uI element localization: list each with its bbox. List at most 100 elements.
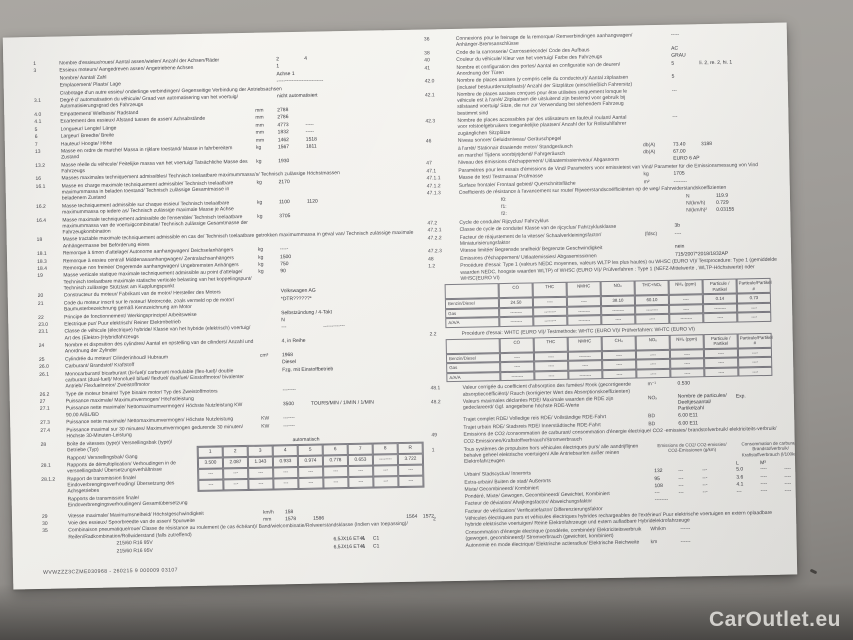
co2-emissions-header: Emissions de CO2/ CO2-emissies/ CO2-Emis… [657,441,728,454]
vin-print-code: WVWZZZ3CZME030968 - 260215 9 000009 0310… [42,567,179,576]
row-value-1: 1100 [278,198,290,206]
row-number: 4.1 [34,119,42,126]
gearbox-section: 28 Boîte de vitesses (type)/ Versnelling… [41,434,434,510]
row-value-2 [700,72,759,73]
row-number: 3.1 [33,98,42,105]
row-value-1: nein [674,243,685,251]
row-value-1: Volkswagen AG [280,287,316,295]
row-number [431,417,463,418]
row-unit [642,88,672,89]
row-value-1: 0.530 [677,380,691,387]
co2-unit-header [678,461,702,468]
co2-consumption-section: 1 Tous systèmes de propulsion hors véhic… [432,440,798,516]
row-unit [641,45,671,46]
row-number: 47.1.1 [426,175,441,182]
gear-column-header: 5 [297,444,323,457]
gear-table-body: 3.500 2.087 1.343 0.933 0.974 0.778 0.653 -----… [197,453,424,492]
row-unit: mm [255,122,264,129]
row-value-1: 3b [674,222,681,230]
row-number: 4.0 [34,111,42,118]
row-value-2 [701,169,760,170]
row-value-2 [700,112,759,113]
row-number: 41 [424,64,431,72]
emission-table-corner [444,283,499,300]
row-number: 47.1.2 [426,182,441,190]
row-value-2 [705,379,764,380]
row-number: 16.2 [35,203,46,210]
co2-unit-header [712,460,736,467]
row-value-2 [703,242,762,243]
row-value-1: Fzg. mit Einstoffbetrieb [282,365,334,373]
row-value-1: 1462 [277,136,289,143]
row-value-2: A C1 [361,542,380,550]
row-value-1: 0.03155 [716,207,735,214]
row-unit [643,156,673,157]
row-unit: kg [257,213,263,220]
row-value-2 [699,30,758,31]
gear-column-header: 8 [372,443,398,455]
row-number: 30 [42,520,48,527]
row-unit: Wh/km [650,525,666,532]
emission-column-header: NOₓ [635,334,670,351]
emission-column-header: Particule / Partikel [702,278,737,295]
emission-column-header: Particule / Partikel [703,333,738,349]
row-unit: BD [648,413,656,420]
row-unit: BD [648,420,656,428]
row-value-1: 1832 [277,129,289,136]
row-value-1: 2 [276,56,280,63]
emission-column-header: CH₄ [601,335,636,351]
row-value-2: 1120 [306,198,318,205]
row-unit: m⁻¹ [647,381,657,388]
fuel-consumption-header: Consommation de carburant/ Brandstofverb… [741,440,798,458]
row-number: 40 [424,57,430,64]
document-right-column: 36 Connexions pour le freinage de la rem… [424,30,798,551]
row-number: 42.3 [425,118,436,125]
row-value-1: 750 [280,261,289,268]
row-number: 21 [37,300,44,307]
row-value-1: 4773 [277,121,289,129]
gear-column-header: 3 [247,445,273,458]
emission-column-header: CO [499,337,534,353]
row-number: 48 [428,256,434,263]
row-number: 2 [433,516,436,523]
background-shadow-band [0,584,853,640]
row-value-1: AC [671,45,679,52]
row-value-1: ------ [680,524,691,532]
row-value-1: N [281,317,285,324]
row-value-1: 6.00 E11 [678,420,699,427]
right-rows-top: 36 Connexions pour le freinage de la rem… [424,30,787,283]
spec-row: 28.1.2 Rapport de transmission finale/ E… [41,474,197,496]
row-unit: mm [255,107,264,114]
row-unit: NOₓ [647,395,658,402]
row-value-1: 1705 [673,170,685,177]
row-number: 13 [34,148,41,156]
row-number: 3 [33,68,37,75]
row-value-2: ------------- [309,323,345,331]
row-value-1: ----- [279,246,289,253]
row-number [426,153,458,154]
row-unit: kg [258,261,264,268]
emission-column-header: NMHC [566,281,601,297]
document-sheet: 1 Nombre d'essieux/roues/ Aantal assen/w… [2,22,798,590]
right-rows-bottom: 2 Véhicules électriques purs et véhicule… [433,509,792,549]
row-unit: km/h [262,508,274,516]
row-number: 42.1 [424,92,435,99]
row-value-1: nicht automatisiert [276,92,318,100]
row-number: 1 [33,60,37,67]
co2-unit-header [654,461,678,468]
row-label: Masse en charge maximale techniquement a… [61,180,235,202]
row-value-1: 1578 [285,515,297,523]
row-number [426,145,458,146]
co2-unit-header: L [736,460,739,467]
co2-unit-header: M³ [760,459,766,466]
emission-column-header: NH₃ (ppm) [668,279,703,295]
row-number: 24 [38,342,45,350]
row-unit [642,74,672,75]
row-number: 16.1 [35,183,46,190]
row-value-1: ---- [674,230,682,237]
row-value-2 [701,154,760,155]
row-label: Rapports de démultiplication/ Verhouding… [66,460,178,475]
gear-column-header: 6 [322,444,348,456]
row-number: 48.1 [430,385,441,392]
